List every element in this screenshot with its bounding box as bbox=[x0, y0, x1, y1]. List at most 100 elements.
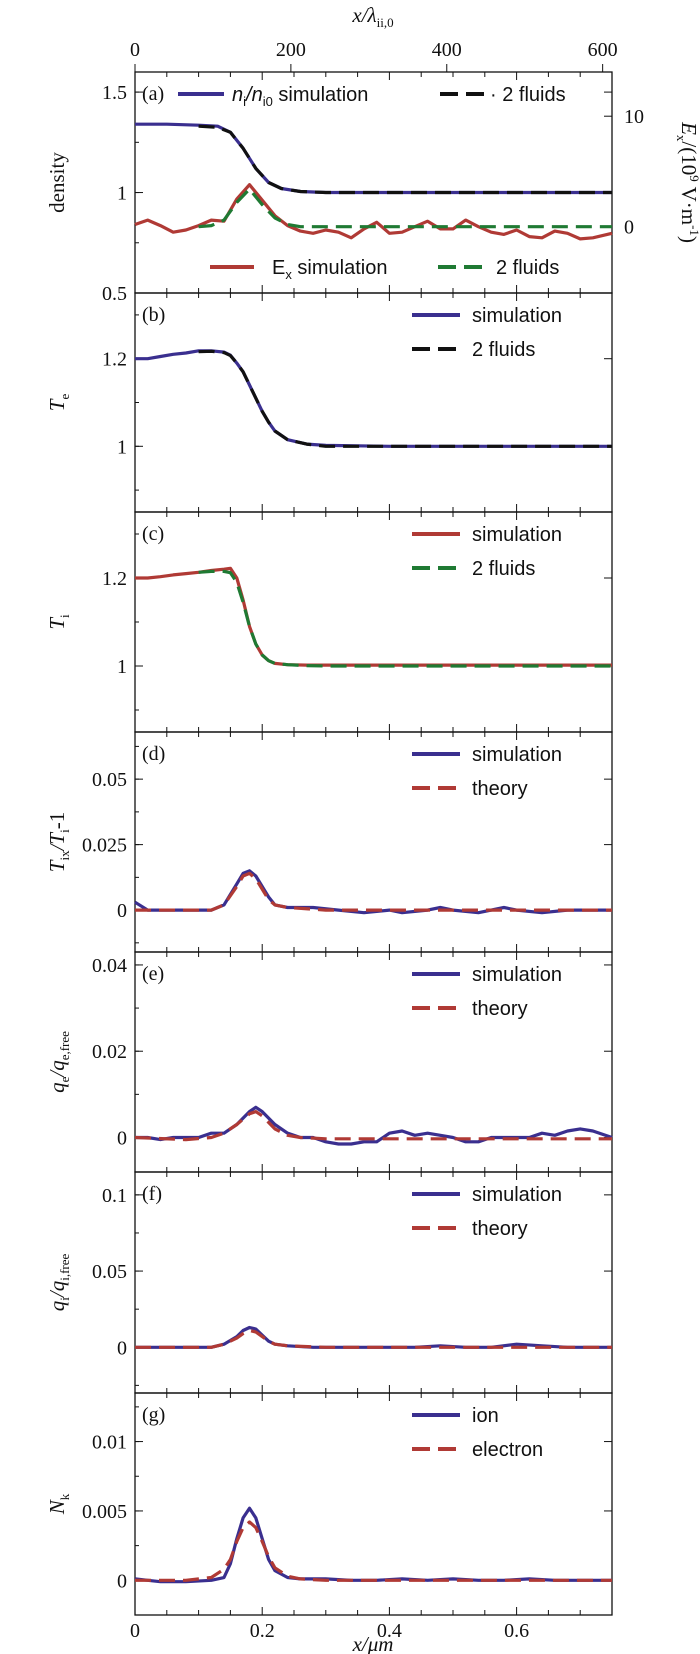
right-y-tick-label: 0 bbox=[624, 217, 634, 239]
series-line bbox=[135, 1105, 613, 1146]
legend-label-part: 2 fluids bbox=[472, 558, 535, 580]
y-tick-label: 1 bbox=[117, 436, 127, 458]
top-tick-label: 0 bbox=[130, 39, 140, 61]
series-line bbox=[198, 569, 612, 668]
legend-label: electron bbox=[472, 1439, 543, 1461]
right-axis-label-part: E bbox=[677, 121, 700, 135]
panel-frame bbox=[134, 1392, 613, 1616]
panel-b: 1 1.2 Te (b) simulation 2 fluids bbox=[45, 292, 613, 513]
series-line bbox=[135, 1325, 612, 1349]
top-tick-label: 200 bbox=[276, 39, 306, 61]
panel-letter: (d) bbox=[142, 743, 165, 765]
panel-letter-part: (g) bbox=[142, 1404, 165, 1426]
y-tick-label: 0.025 bbox=[82, 835, 127, 857]
y-axis-label-part: i bbox=[57, 1297, 72, 1301]
y-tick-label: 1 bbox=[117, 656, 127, 678]
y-tick-label-part: 0 bbox=[117, 900, 127, 922]
y-axis-label: Ti bbox=[45, 614, 72, 630]
right-axis-label-part: x bbox=[674, 135, 689, 142]
x-tick-label: 0 bbox=[130, 1620, 140, 1642]
right-y-tick-label-part: 10 bbox=[624, 106, 644, 128]
top-tick-label: 400 bbox=[432, 39, 462, 61]
top-tick-label-part: 600 bbox=[588, 39, 618, 61]
y-axis-label: density bbox=[45, 152, 69, 213]
y-axis-label-part: e bbox=[57, 394, 72, 400]
y-axis-label: qe/qe,free bbox=[45, 1031, 72, 1093]
legend-label: simulation bbox=[472, 305, 562, 327]
x-tick-label-part: 0.6 bbox=[504, 1620, 529, 1642]
y-axis-label-part: N bbox=[45, 1499, 69, 1515]
panel-f: 0 0.05 0.1 qi/qi,free (f) simulation theory bbox=[45, 1171, 613, 1394]
y-tick-label: 0.05 bbox=[92, 1261, 127, 1283]
top-tick-label-part: 0 bbox=[130, 39, 140, 61]
legend-label-part: i bbox=[243, 94, 246, 109]
top-tick-label: 600 bbox=[588, 39, 618, 61]
panel-letter-part: (a) bbox=[142, 83, 164, 105]
y-axis-label-part: T bbox=[45, 617, 69, 630]
legend-label: 2 fluids bbox=[472, 339, 535, 361]
legend-label-part: simulation bbox=[472, 964, 562, 986]
top-tick-label-part: 200 bbox=[276, 39, 306, 61]
series-line bbox=[135, 1328, 612, 1349]
right-axis-label-part: /(10 bbox=[677, 141, 700, 175]
y-axis-label: Tix/Ti-1 bbox=[45, 812, 72, 872]
y-axis-label-part: q bbox=[45, 1082, 69, 1093]
legend-label-part: theory bbox=[472, 778, 528, 800]
y-tick-label-part: 0.005 bbox=[82, 1501, 127, 1523]
y-tick-label-part: 1.2 bbox=[102, 349, 127, 371]
legend-label-part: simulation bbox=[472, 1184, 562, 1206]
legend-label-part: i0 bbox=[263, 94, 273, 109]
y-axis-label: Nk bbox=[45, 1493, 72, 1515]
y-tick-label-part: 1.5 bbox=[102, 82, 127, 104]
x-tick-label: 0.2 bbox=[250, 1620, 275, 1642]
top-axis-label-part: x/λ bbox=[351, 3, 376, 27]
y-tick-label-part: 0.01 bbox=[92, 1432, 127, 1454]
legend-label-part: simulation bbox=[273, 84, 369, 106]
y-tick-label-part: 1 bbox=[117, 183, 127, 205]
y-axis-label-part: /q bbox=[45, 1280, 69, 1298]
legend-label-part: ion bbox=[472, 1405, 499, 1427]
y-axis-label-part: density bbox=[45, 152, 69, 213]
panel-c: 1 1.2 Ti (c) simulation 2 fluids bbox=[45, 511, 613, 733]
legend-label: theory bbox=[472, 778, 528, 800]
y-tick-label: 0.04 bbox=[92, 955, 127, 977]
right-y-tick-label-part: 0 bbox=[624, 217, 634, 239]
right-axis-label: Ex/(109 V·m-1) bbox=[674, 121, 700, 243]
legend-label-part: theory bbox=[472, 998, 528, 1020]
y-axis-label: Te bbox=[45, 394, 72, 412]
legend-label-part: 2 fluids bbox=[472, 339, 535, 361]
panel-e: 0 0.02 0.04 qe/qe,free (e) simulation theory bbox=[45, 951, 613, 1173]
legend-label: simulation bbox=[472, 524, 562, 546]
y-axis-label-part: T bbox=[45, 859, 69, 872]
panel-letter-part: (c) bbox=[142, 523, 164, 545]
panel-g: 0 0.005 0.01 Nk (g) ion electron bbox=[45, 1392, 613, 1616]
y-tick-label: 0.1 bbox=[102, 1185, 127, 1207]
legend-label-part: · 2 fluids bbox=[490, 84, 566, 106]
x-tick-label: 0.4 bbox=[377, 1620, 402, 1642]
y-tick-label-part: 1 bbox=[117, 656, 127, 678]
y-tick-label-part: 1 bbox=[117, 436, 127, 458]
legend-label: ni/ni0 simulation bbox=[232, 84, 368, 109]
series-line bbox=[135, 1520, 612, 1582]
y-axis-label-part: /q bbox=[45, 1060, 69, 1078]
y-tick-label: 0 bbox=[117, 1337, 127, 1359]
legend-label-part: simulation bbox=[472, 524, 562, 546]
y-axis-label-part: -1 bbox=[45, 812, 69, 830]
y-tick-label: 0.005 bbox=[82, 1501, 127, 1523]
y-axis-label-part: k bbox=[57, 1493, 72, 1500]
y-axis-label-part: T bbox=[45, 398, 69, 411]
series-line bbox=[198, 187, 612, 229]
y-tick-label: 0.02 bbox=[92, 1041, 127, 1063]
panel-letter-part: (b) bbox=[142, 304, 165, 326]
x-tick-label-part: 0.4 bbox=[377, 1620, 402, 1642]
x-tick-label-part: 0.2 bbox=[250, 1620, 275, 1642]
y-tick-label: 0 bbox=[117, 900, 127, 922]
series-line bbox=[135, 566, 612, 667]
series-line bbox=[198, 349, 612, 448]
y-axis-label: qi/qi,free bbox=[45, 1254, 72, 1312]
legend-label-part: simulation bbox=[292, 257, 388, 279]
top-axis-label: x/λii,0 bbox=[351, 3, 393, 30]
legend-label-part: electron bbox=[472, 1439, 543, 1461]
legend-label-part: n bbox=[232, 84, 243, 106]
